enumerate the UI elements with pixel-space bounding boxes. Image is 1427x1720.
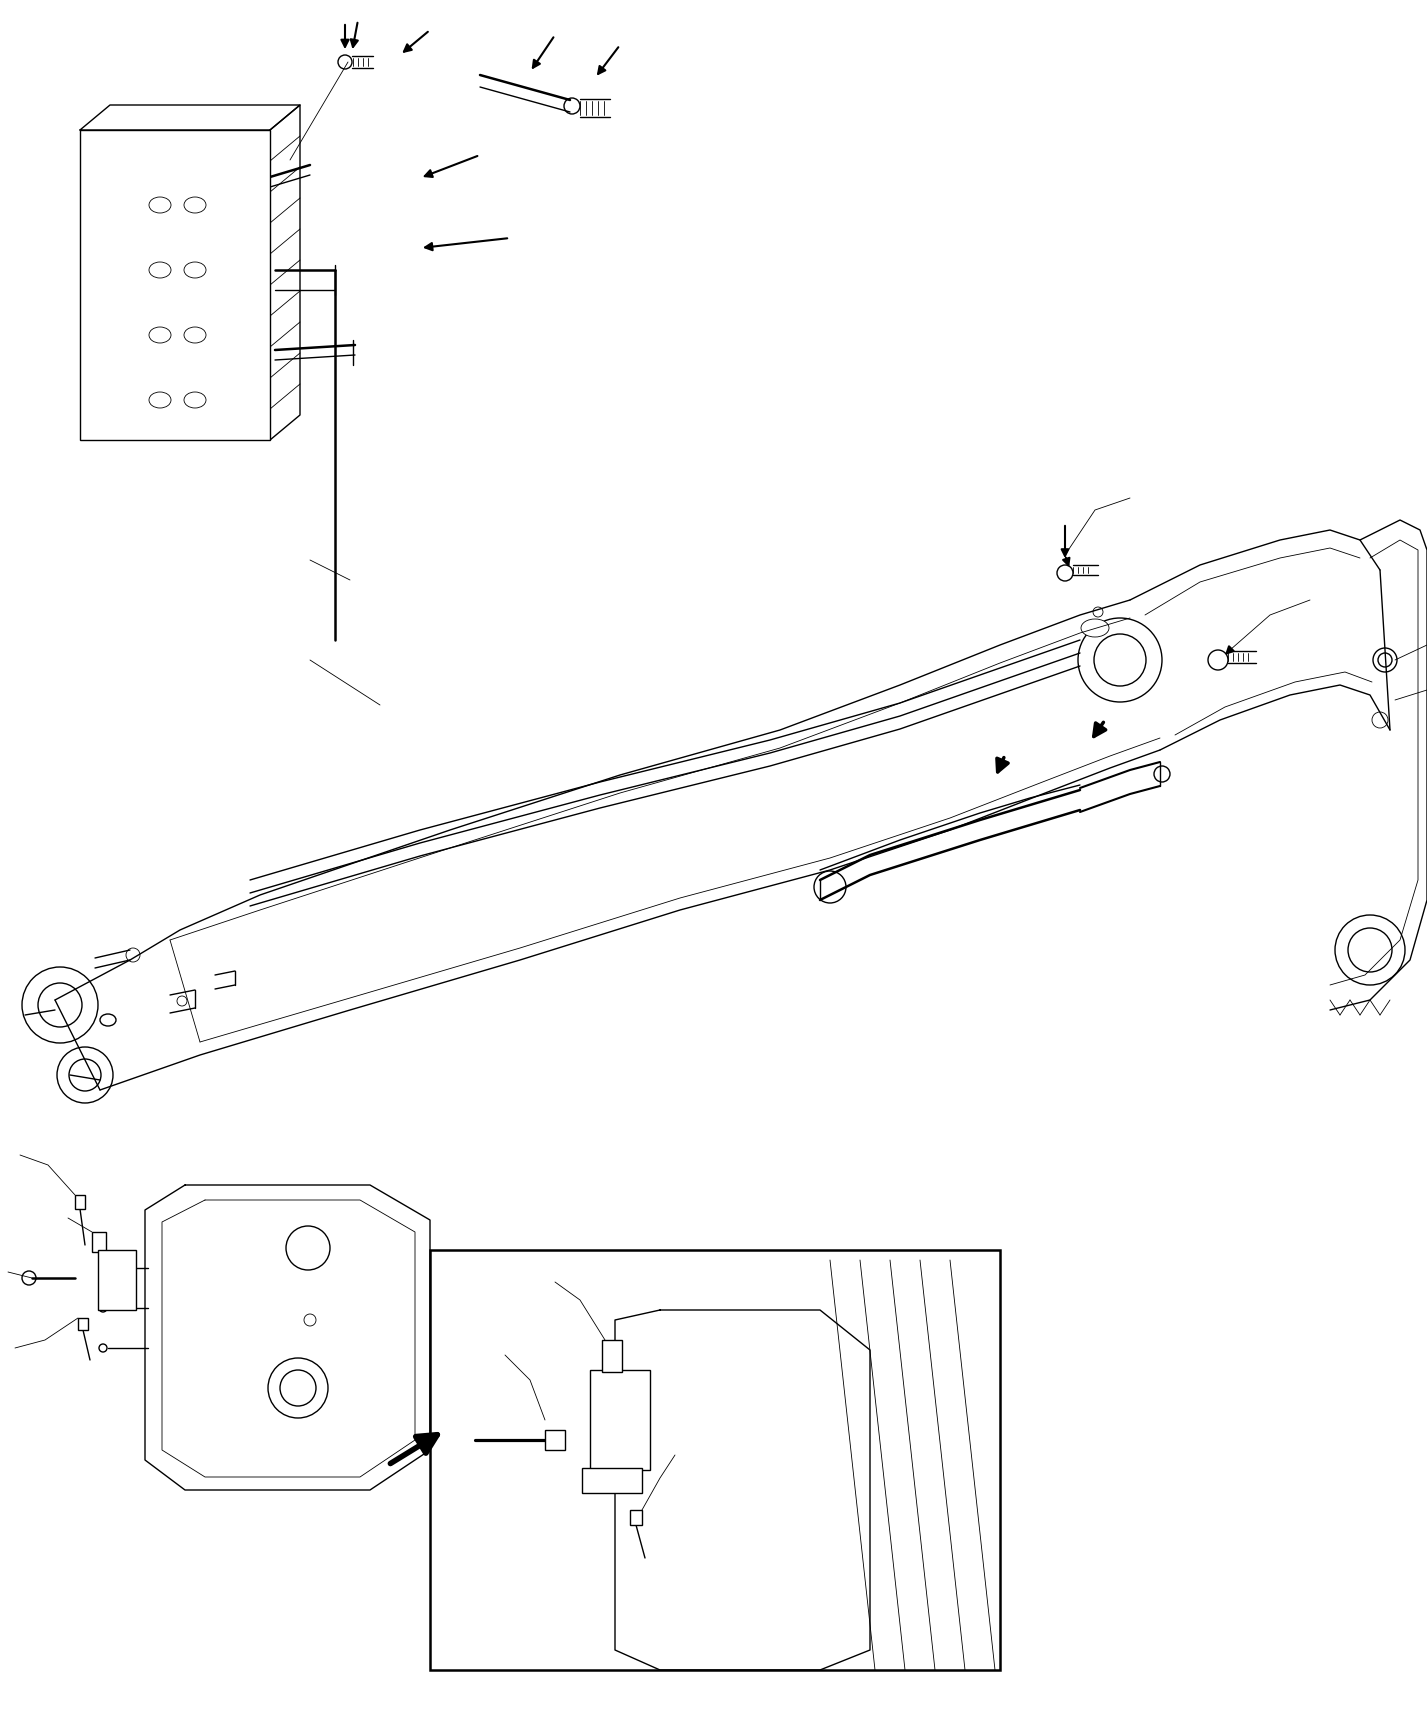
Circle shape: [254, 368, 263, 377]
Ellipse shape: [1082, 619, 1109, 636]
Circle shape: [88, 175, 96, 184]
Circle shape: [86, 174, 98, 187]
Bar: [602, 1340, 622, 1373]
Circle shape: [251, 397, 265, 411]
Circle shape: [21, 1271, 36, 1285]
Circle shape: [254, 401, 263, 408]
Circle shape: [609, 1410, 629, 1429]
Circle shape: [86, 268, 98, 284]
Circle shape: [254, 272, 263, 280]
Circle shape: [86, 334, 98, 347]
Circle shape: [94, 1237, 104, 1247]
Circle shape: [254, 175, 263, 184]
Circle shape: [88, 401, 96, 408]
Ellipse shape: [184, 392, 205, 408]
Circle shape: [1057, 564, 1073, 581]
Circle shape: [86, 301, 98, 315]
Circle shape: [98, 1304, 107, 1312]
Circle shape: [254, 304, 263, 311]
Circle shape: [602, 1402, 638, 1438]
Circle shape: [285, 1226, 330, 1269]
Circle shape: [39, 984, 81, 1027]
Bar: [98, 1250, 136, 1311]
Circle shape: [251, 237, 265, 251]
Circle shape: [1378, 654, 1391, 667]
Circle shape: [726, 1367, 783, 1422]
Circle shape: [57, 1047, 113, 1103]
Bar: [430, 1250, 1000, 1670]
Circle shape: [86, 365, 98, 378]
Bar: [545, 1429, 565, 1450]
Ellipse shape: [148, 327, 171, 342]
Circle shape: [1209, 650, 1229, 671]
Circle shape: [564, 98, 579, 114]
Circle shape: [98, 1343, 107, 1352]
Circle shape: [177, 996, 187, 1006]
Ellipse shape: [148, 261, 171, 279]
Bar: [629, 1510, 642, 1526]
Circle shape: [88, 144, 96, 151]
Ellipse shape: [184, 198, 205, 213]
Circle shape: [280, 1371, 315, 1405]
Circle shape: [1095, 635, 1146, 686]
Circle shape: [251, 205, 265, 218]
Circle shape: [813, 870, 846, 903]
Circle shape: [254, 241, 263, 248]
Circle shape: [88, 241, 96, 248]
Circle shape: [1154, 765, 1170, 783]
Bar: [582, 1467, 642, 1493]
Circle shape: [88, 304, 96, 311]
Circle shape: [21, 967, 98, 1042]
Circle shape: [268, 1359, 328, 1417]
Circle shape: [106, 1268, 128, 1292]
Circle shape: [193, 134, 208, 150]
Circle shape: [1077, 617, 1162, 702]
Circle shape: [718, 1522, 762, 1567]
Circle shape: [251, 268, 265, 284]
Circle shape: [304, 1314, 315, 1326]
Ellipse shape: [184, 327, 205, 342]
Circle shape: [251, 174, 265, 187]
Circle shape: [86, 237, 98, 251]
Bar: [78, 1318, 88, 1330]
Ellipse shape: [148, 198, 171, 213]
Ellipse shape: [184, 261, 205, 279]
Circle shape: [254, 144, 263, 151]
Ellipse shape: [100, 1015, 116, 1027]
Bar: [589, 1371, 651, 1471]
Circle shape: [1371, 712, 1388, 728]
Bar: [80, 131, 270, 440]
Circle shape: [88, 335, 96, 344]
Circle shape: [86, 397, 98, 411]
Circle shape: [110, 1273, 124, 1287]
Circle shape: [251, 334, 265, 347]
Circle shape: [251, 301, 265, 315]
Circle shape: [254, 335, 263, 344]
Circle shape: [254, 208, 263, 217]
Circle shape: [1373, 648, 1397, 673]
Circle shape: [86, 141, 98, 155]
Circle shape: [251, 365, 265, 378]
Circle shape: [88, 272, 96, 280]
Circle shape: [1349, 929, 1391, 972]
Ellipse shape: [148, 392, 171, 408]
Circle shape: [98, 1264, 107, 1273]
Circle shape: [68, 1060, 101, 1090]
Bar: [91, 1232, 106, 1252]
Circle shape: [126, 948, 140, 961]
Circle shape: [251, 141, 265, 155]
Bar: [76, 1195, 86, 1209]
Circle shape: [214, 132, 225, 144]
Circle shape: [1336, 915, 1406, 986]
Circle shape: [1093, 607, 1103, 617]
Circle shape: [88, 208, 96, 217]
Circle shape: [338, 55, 352, 69]
Circle shape: [88, 368, 96, 377]
Circle shape: [86, 205, 98, 218]
